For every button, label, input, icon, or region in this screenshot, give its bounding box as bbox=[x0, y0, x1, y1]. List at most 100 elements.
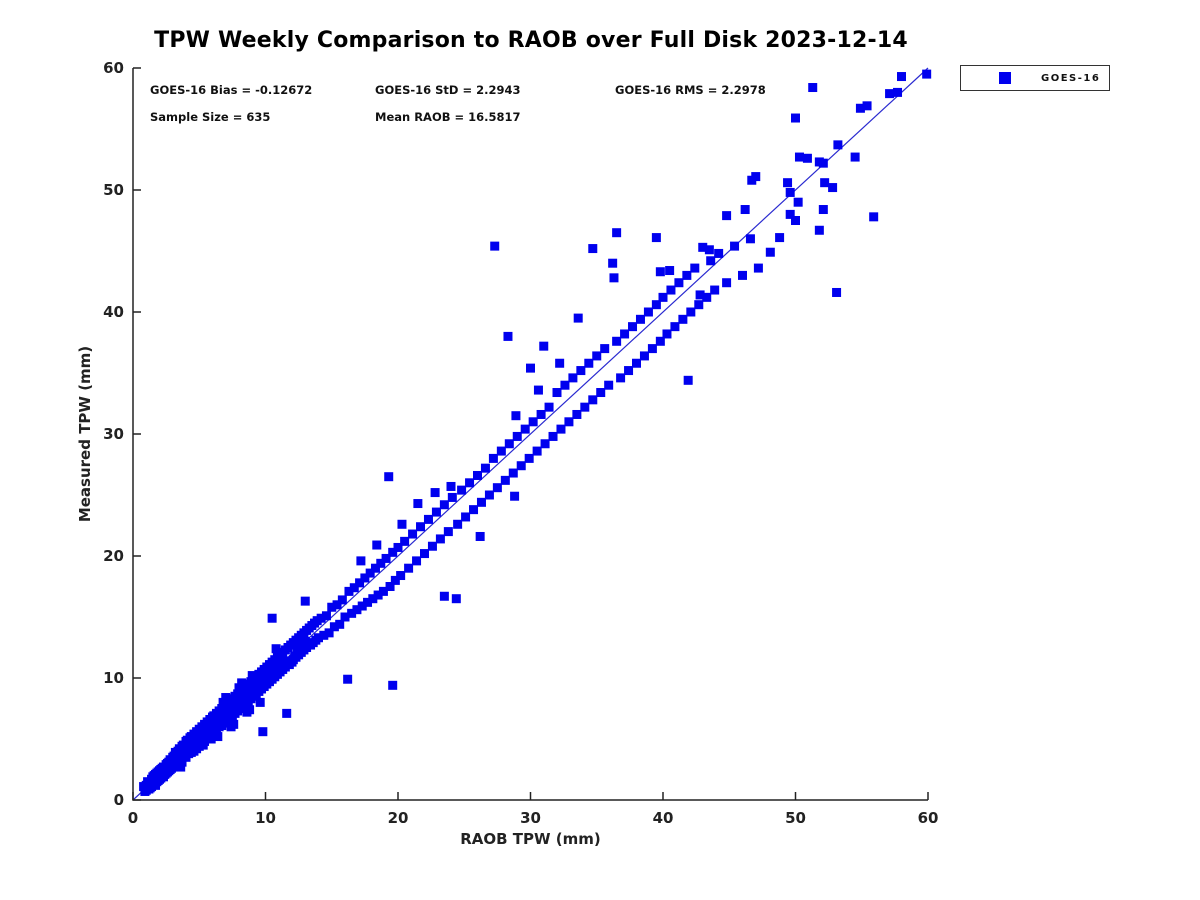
scatter-point bbox=[524, 453, 534, 463]
x-tick-label: 20 bbox=[388, 809, 409, 827]
scatter-point bbox=[793, 197, 803, 207]
y-tick-label: 0 bbox=[114, 791, 124, 809]
scatter-point bbox=[612, 228, 622, 238]
scatter-point bbox=[226, 722, 236, 732]
scatter-point bbox=[384, 472, 394, 482]
scatter-point bbox=[177, 757, 187, 767]
scatter-point bbox=[698, 242, 708, 252]
scatter-point bbox=[388, 680, 398, 690]
scatter-point bbox=[568, 373, 578, 383]
scatter-point bbox=[492, 483, 502, 493]
x-tick-label: 50 bbox=[785, 809, 806, 827]
scatter-point bbox=[532, 446, 542, 456]
scatter-point bbox=[576, 366, 586, 376]
scatter-point bbox=[802, 153, 812, 163]
scatter-point bbox=[370, 563, 380, 573]
scatter-point bbox=[423, 514, 433, 524]
y-tick-label: 50 bbox=[103, 181, 124, 199]
scatter-point bbox=[242, 707, 252, 717]
scatter-point bbox=[722, 278, 732, 288]
scatter-point bbox=[536, 409, 546, 419]
scatter-point bbox=[439, 591, 449, 601]
scatter-point bbox=[508, 468, 518, 478]
scatter-point bbox=[678, 314, 688, 324]
scatter-point bbox=[344, 586, 354, 596]
scatter-point bbox=[791, 216, 800, 225]
scatter-point bbox=[785, 187, 795, 197]
scatter-point bbox=[349, 583, 359, 593]
annotation-rms: GOES-16 RMS = 2.2978 bbox=[615, 83, 766, 97]
scatter-point bbox=[412, 556, 422, 566]
scatter-point bbox=[198, 740, 208, 750]
legend: GOES-16 bbox=[960, 65, 1110, 91]
scatter-point bbox=[439, 500, 449, 510]
scatter-point bbox=[255, 697, 265, 707]
scatter-point bbox=[573, 313, 583, 323]
scatter-point bbox=[862, 101, 872, 111]
scatter-point bbox=[785, 209, 795, 219]
scatter-point bbox=[548, 431, 558, 441]
y-tick-label: 10 bbox=[103, 669, 124, 687]
scatter-point bbox=[381, 553, 391, 563]
scatter-point bbox=[469, 505, 479, 515]
scatter-point bbox=[372, 540, 382, 550]
scatter-point bbox=[855, 103, 865, 113]
scatter-point bbox=[730, 241, 740, 251]
scatter-point bbox=[267, 613, 277, 623]
scatter-point bbox=[655, 336, 665, 346]
scatter-point bbox=[710, 285, 720, 295]
scatter-point bbox=[655, 267, 665, 277]
scatter-point bbox=[357, 601, 367, 611]
scatter-point bbox=[885, 89, 895, 99]
scatter-point bbox=[818, 158, 828, 168]
scatter-point bbox=[690, 263, 700, 273]
scatter-point bbox=[560, 380, 570, 390]
scatter-point bbox=[420, 549, 429, 559]
y-tick-label: 40 bbox=[103, 303, 124, 321]
scatter-point bbox=[791, 113, 800, 123]
scatter-point bbox=[533, 385, 543, 395]
scatter-point bbox=[157, 763, 167, 773]
scatter-point bbox=[390, 575, 400, 585]
scatter-point bbox=[206, 734, 216, 744]
y-tick-label: 60 bbox=[103, 59, 124, 77]
scatter-point bbox=[332, 600, 342, 610]
scatter-point bbox=[435, 534, 445, 544]
scatter-point bbox=[324, 628, 334, 638]
scatter-point bbox=[526, 363, 535, 373]
scatter-point bbox=[552, 388, 562, 398]
scatter-point bbox=[488, 453, 498, 463]
scatter-point bbox=[365, 568, 375, 578]
scatter-point bbox=[747, 175, 757, 185]
scatter-point bbox=[503, 331, 513, 341]
scatter-point bbox=[683, 375, 693, 385]
scatter-point bbox=[808, 83, 818, 93]
scatter-point bbox=[588, 244, 598, 254]
scatter-point bbox=[897, 72, 906, 82]
scatter-point bbox=[385, 582, 395, 591]
x-tick-label: 30 bbox=[520, 809, 541, 827]
scatter-point bbox=[400, 536, 410, 546]
scatter-point bbox=[520, 424, 530, 434]
scatter-point bbox=[162, 758, 172, 768]
scatter-point bbox=[738, 270, 747, 280]
scatter-point bbox=[702, 292, 712, 302]
scatter-point bbox=[496, 446, 506, 456]
scatter-point bbox=[753, 263, 763, 273]
scatter-point bbox=[704, 245, 714, 255]
scatter-point bbox=[188, 734, 198, 744]
scatter-point bbox=[376, 558, 386, 568]
scatter-point bbox=[682, 270, 692, 280]
scatter-point bbox=[356, 556, 366, 566]
scatter-point bbox=[592, 351, 602, 361]
scatter-point bbox=[500, 475, 510, 485]
annotation-bias: GOES-16 Bias = -0.12672 bbox=[150, 83, 313, 97]
scatter-point bbox=[319, 630, 329, 640]
scatter-point bbox=[722, 211, 732, 221]
scatter-point bbox=[480, 463, 490, 473]
annotation-sample-size: Sample Size = 635 bbox=[150, 110, 271, 124]
y-tick-label: 20 bbox=[103, 547, 124, 565]
annotation-std: GOES-16 StD = 2.2943 bbox=[375, 83, 521, 97]
scatter-point bbox=[695, 290, 705, 300]
scatter-point bbox=[446, 481, 456, 491]
